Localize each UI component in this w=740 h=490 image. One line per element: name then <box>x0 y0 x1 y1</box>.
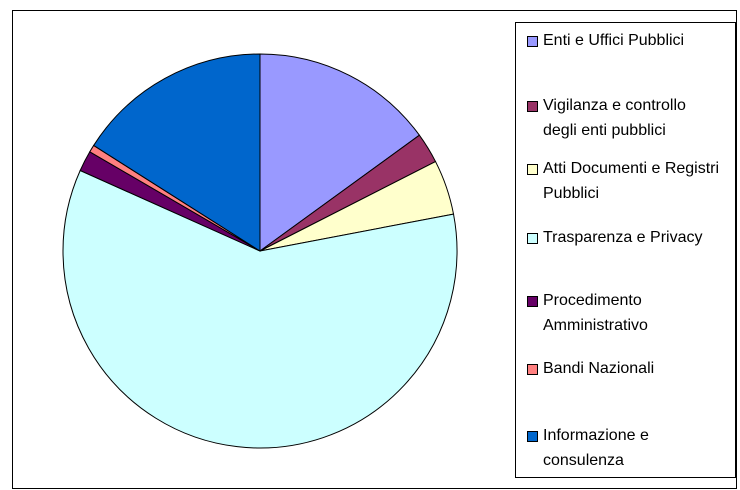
legend-swatch <box>527 364 538 375</box>
legend-swatch <box>527 233 538 244</box>
legend-swatch <box>527 431 538 442</box>
legend-label: Atti Documenti e Registri Pubblici <box>543 160 720 202</box>
legend-label: Vigilanza e controllo degli enti pubblic… <box>543 97 686 139</box>
legend-swatch <box>527 164 538 175</box>
legend-label: Bandi Nazionali <box>543 360 655 377</box>
legend-label: Trasparenza e Privacy <box>543 229 703 246</box>
legend-label: Informazione e consulenza <box>543 427 649 469</box>
legend-swatch <box>527 36 538 47</box>
pie-slice <box>62 169 458 449</box>
legend-swatch <box>527 296 538 307</box>
legend-label: Procedimento Amministrativo <box>543 292 648 334</box>
legend-box <box>515 22 736 478</box>
legend-label: Enti e Uffici Pubblici <box>543 32 685 49</box>
pie-slice <box>92 53 261 252</box>
legend-swatch <box>527 101 538 112</box>
pie-slice <box>259 53 421 252</box>
